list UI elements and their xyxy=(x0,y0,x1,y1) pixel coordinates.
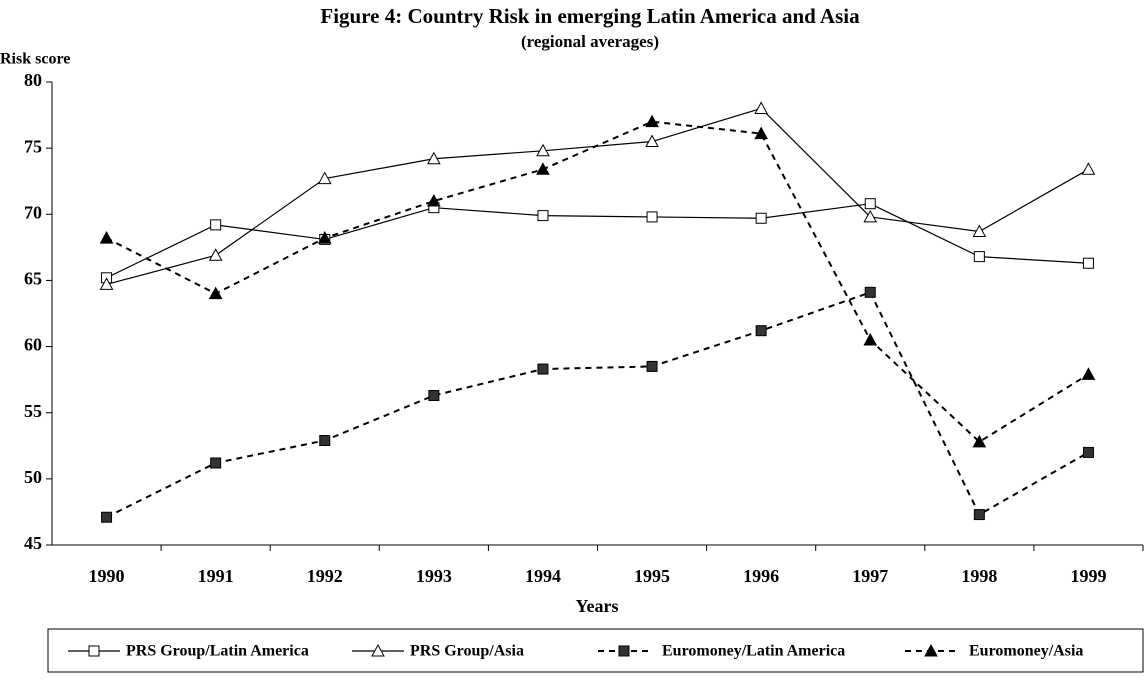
legend-box xyxy=(47,628,1144,673)
data-point xyxy=(755,325,767,337)
data-point xyxy=(973,251,985,263)
series-line xyxy=(106,120,1089,444)
data-point xyxy=(863,332,878,346)
y-tick-label: 60 xyxy=(24,335,42,355)
data-point xyxy=(1082,446,1094,458)
y-tick-label: 55 xyxy=(24,401,42,421)
legend-label: Euromoney/Asia xyxy=(969,643,1083,660)
data-point xyxy=(645,114,659,128)
legend-label: Euromoney/Latin America xyxy=(662,643,845,660)
x-axis-label: Years xyxy=(576,596,619,616)
data-point xyxy=(537,210,549,222)
data-point xyxy=(972,434,987,448)
y-tick-label: 50 xyxy=(24,467,42,487)
legend-marker xyxy=(371,643,385,657)
data-point xyxy=(537,363,549,375)
data-point xyxy=(317,171,332,185)
data-point xyxy=(1081,367,1096,380)
data-point xyxy=(536,162,550,175)
data-point xyxy=(754,101,768,114)
data-point xyxy=(210,219,222,231)
chart-subtitle: (regional averages) xyxy=(521,32,659,51)
legend-marker xyxy=(618,645,630,657)
series-line xyxy=(106,107,1089,285)
data-point xyxy=(317,231,332,244)
y-axis-label: Risk score xyxy=(0,51,70,68)
legend-label: PRS Group/Asia xyxy=(410,643,524,660)
data-point xyxy=(863,209,878,223)
y-tick-label: 80 xyxy=(24,70,42,90)
data-point xyxy=(208,248,223,261)
data-point xyxy=(755,212,767,224)
data-point xyxy=(210,457,222,469)
data-point xyxy=(864,286,876,298)
x-tick-label: 1999 xyxy=(1070,566,1106,586)
data-point xyxy=(646,360,658,372)
data-point xyxy=(646,211,658,223)
legend-marker xyxy=(88,645,100,657)
x-tick-label: 1995 xyxy=(634,566,670,586)
y-tick-label: 75 xyxy=(24,136,42,156)
legend-marker xyxy=(924,643,938,657)
data-point xyxy=(428,390,440,402)
series-line xyxy=(106,203,1089,279)
data-point xyxy=(754,126,768,140)
data-point xyxy=(208,286,223,300)
data-point xyxy=(973,509,985,521)
x-tick-label: 1990 xyxy=(89,566,125,586)
chart-title: Figure 4: Country Risk in emerging Latin… xyxy=(320,4,860,28)
data-point xyxy=(101,511,113,523)
legend-label: PRS Group/Latin America xyxy=(126,643,309,660)
x-tick-label: 1998 xyxy=(961,566,997,586)
data-point xyxy=(1082,257,1094,269)
y-tick-label: 45 xyxy=(24,533,42,553)
data-point xyxy=(427,151,441,165)
data-point xyxy=(972,224,987,237)
data-point xyxy=(319,434,331,446)
y-tick-label: 70 xyxy=(24,202,42,222)
data-point xyxy=(645,134,659,148)
x-tick-label: 1997 xyxy=(852,566,888,586)
x-tick-label: 1993 xyxy=(416,566,452,586)
x-tick-label: 1996 xyxy=(743,566,779,586)
data-point xyxy=(1081,162,1096,175)
data-point xyxy=(99,277,114,290)
y-tick-label: 65 xyxy=(24,269,42,289)
x-tick-label: 1992 xyxy=(307,566,343,586)
x-tick-label: 1994 xyxy=(525,566,561,586)
series-line xyxy=(106,291,1089,519)
data-point xyxy=(427,194,441,207)
data-point xyxy=(99,231,114,244)
data-point xyxy=(536,143,550,157)
x-tick-label: 1991 xyxy=(198,566,234,586)
data-point xyxy=(864,198,876,210)
